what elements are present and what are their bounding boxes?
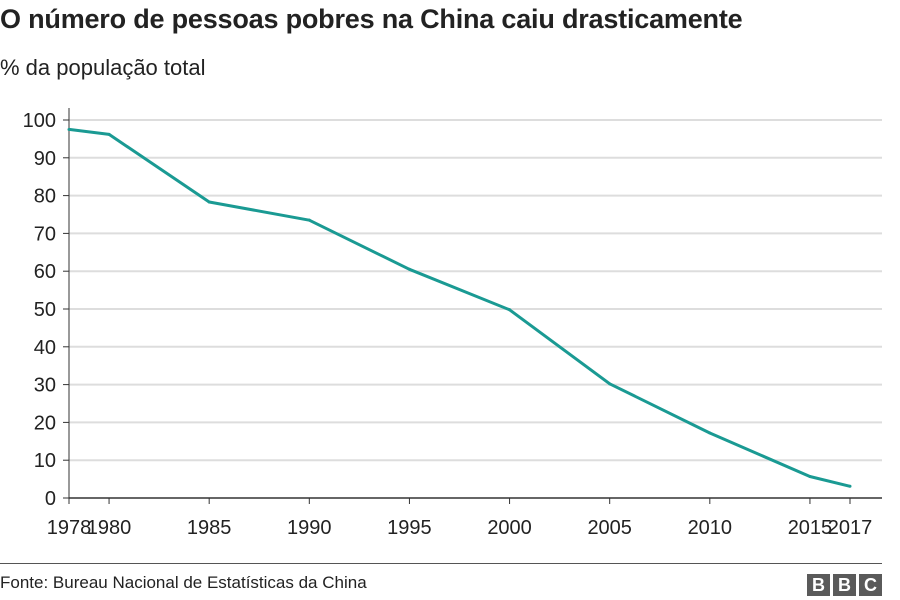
x-tick-label: 2005	[587, 517, 632, 539]
footer-divider	[0, 563, 882, 564]
y-tick-label: 70	[34, 223, 56, 245]
bbc-logo: B B C	[807, 574, 882, 596]
data-point	[508, 308, 512, 312]
y-tick-label: 40	[34, 337, 56, 359]
data-points	[67, 127, 852, 488]
chart-title: O número de pessoas pobres na China caiu…	[0, 4, 743, 34]
chart-subtitle: % da população total	[0, 55, 206, 80]
y-tick-label: 20	[34, 412, 56, 434]
x-tick-label: 2015	[788, 517, 833, 539]
data-point	[708, 431, 712, 435]
bbc-logo-letter: B	[807, 574, 830, 596]
data-point	[808, 474, 812, 478]
x-tick-label: 1995	[387, 517, 432, 539]
bbc-logo-letter: C	[859, 574, 882, 596]
x-tick-label: 2017	[828, 517, 873, 539]
y-tick-label: 80	[34, 186, 56, 208]
x-tick-label: 2010	[688, 517, 733, 539]
y-axis-ticks: 0 10 20 30 40 50 60 70 80 90 100	[23, 110, 69, 510]
data-point	[107, 132, 111, 136]
x-tick-label: 1990	[287, 517, 332, 539]
x-tick-label: 2000	[487, 517, 532, 539]
data-point	[207, 200, 211, 204]
data-point	[67, 127, 71, 131]
x-tick-label: 1978	[47, 517, 92, 539]
y-tick-label: 10	[34, 450, 56, 472]
data-point	[407, 267, 411, 271]
data-point	[307, 218, 311, 222]
y-tick-label: 0	[45, 488, 56, 510]
data-point	[848, 484, 852, 488]
series-line	[68, 127, 851, 488]
x-tick-label: 1985	[187, 517, 232, 539]
y-tick-label: 30	[34, 375, 56, 397]
gridlines	[69, 119, 882, 462]
y-tick-label: 60	[34, 261, 56, 283]
x-tick-label: 1980	[87, 517, 132, 539]
y-tick-label: 50	[34, 299, 56, 321]
bbc-logo-letter: B	[833, 574, 856, 596]
source-note: Fonte: Bureau Nacional de Estatísticas d…	[0, 573, 367, 592]
y-tick-label: 100	[23, 110, 56, 132]
data-point	[608, 382, 612, 386]
y-tick-label: 90	[34, 148, 56, 170]
